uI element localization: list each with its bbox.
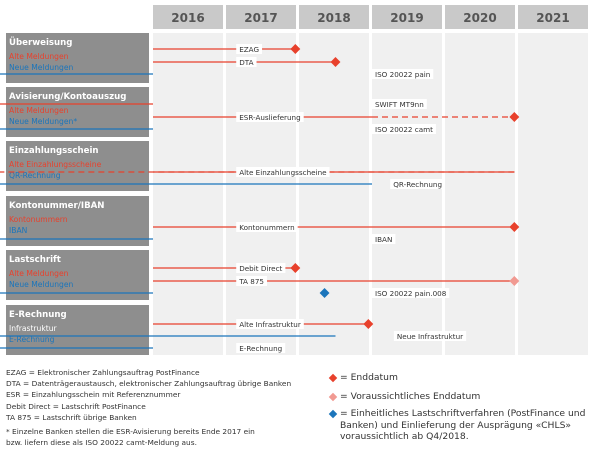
end-date-marker [290, 263, 301, 273]
year-header-2017 [226, 5, 296, 29]
year-header-2021 [518, 5, 588, 29]
section-label-block [6, 33, 149, 83]
bar-label: Kontonummern [239, 223, 294, 232]
section-sublabel: Alte Meldungen [9, 269, 69, 278]
bar-label: TA 875 [238, 277, 264, 286]
year-label-2018: 2018 [317, 11, 350, 25]
bar-label-bg [236, 44, 263, 54]
section-sublabel: Neue Meldungen* [9, 117, 77, 126]
legend-text: = Voraussichtliches Enddatum [340, 391, 481, 402]
end-date-marker [319, 288, 330, 298]
bar-label: Debit Direct [239, 264, 282, 273]
section-sublabel: Kontonummern [9, 215, 68, 224]
year-column-2021 [518, 33, 588, 355]
year-header-2019 [372, 5, 442, 29]
legend-text: = Einheitliches Lastschriftverfahren (Po… [340, 408, 586, 442]
section-sublabel: Alte Meldungen [9, 52, 69, 61]
section-label-block [6, 196, 149, 246]
bar-label-bg [236, 319, 304, 329]
section-title: Lastschrift [9, 255, 61, 265]
year-label-2021: 2021 [536, 11, 569, 25]
end-date-marker [363, 319, 374, 329]
bar-label-bg [236, 112, 304, 122]
bar-label: EZAG [239, 45, 259, 54]
bar-label-bg [372, 124, 436, 134]
bar-label: ISO 20022 camt [375, 125, 433, 134]
section-sublabel: Alte Meldungen [9, 106, 69, 115]
bar-label-bg [372, 288, 450, 298]
bar-label: Alte Infrastruktur [239, 320, 301, 329]
year-label-2020: 2020 [463, 11, 496, 25]
section-label-block [6, 250, 149, 300]
bar-label: SWIFT MT9nn [375, 100, 424, 109]
abbreviation-line: bzw. liefern diese als ISO 20022 camt-Me… [6, 438, 197, 448]
year-column-2019 [372, 33, 442, 355]
bar-label: ISO 20022 pain.008 [375, 289, 447, 298]
year-column-2018 [299, 33, 369, 355]
section-title: Einzahlungsschein [9, 146, 99, 156]
section-title: E-Rechnung [9, 310, 67, 320]
section-label-block [6, 305, 149, 355]
section-sublabel: QR-Rechnung [9, 171, 61, 180]
bar-label-bg [236, 57, 257, 67]
year-header-2016 [153, 5, 223, 29]
abbreviation-line: Debit Direct = Lastschrift PostFinance [6, 401, 146, 411]
bar-label-bg [372, 69, 434, 79]
bar-label: DTA [239, 58, 253, 67]
year-column-2016 [153, 33, 223, 355]
bar-label-bg [236, 263, 286, 273]
year-header-2018 [299, 5, 369, 29]
year-header-2020 [445, 5, 515, 29]
section-sublabel: Neue Meldungen [9, 280, 74, 289]
section-sublabel: Alte Einzahlungsscheine [9, 160, 102, 169]
bar-label: E-Rechnung [239, 344, 282, 353]
bar-label-bg [236, 343, 286, 353]
bar-label: Neue Infrastruktur [397, 332, 463, 341]
year-label-2017: 2017 [244, 11, 277, 25]
section-sublabel: Neue Meldungen [9, 63, 74, 72]
bar-label-bg [372, 234, 396, 244]
year-label-2019: 2019 [390, 11, 423, 25]
abbreviation-line: DTA = Datenträgeraustausch, elektronisch… [6, 379, 292, 389]
section-sublabel: E-Rechnung [9, 335, 55, 344]
year-column-2020 [445, 33, 515, 355]
bar-label: QR-Rechnung [393, 180, 442, 189]
section-label-block [6, 141, 149, 191]
abbreviation-line: ESR = Einzahlungsschein mit Referenznumm… [6, 390, 181, 400]
bar-label: IBAN [375, 235, 392, 244]
abbreviation-line: EZAG = Elektronischer Zahlungsauftrag Po… [6, 368, 200, 377]
section-title: Avisierung/Kontoauszug [9, 92, 126, 102]
abbreviation-line: * Einzelne Banken stellen die ESR-Avisie… [6, 427, 255, 436]
bar-label-bg [393, 331, 467, 341]
section-sublabel: IBAN [9, 226, 27, 235]
bar-label: ISO 20022 pain [375, 70, 430, 79]
bar-label-bg [236, 276, 267, 286]
bar-label-bg [236, 167, 330, 177]
year-label-2016: 2016 [171, 11, 204, 25]
bar-label: Alte Einzahlungsscheine [239, 168, 327, 177]
bar-label: ESR-Auslieferung [239, 113, 300, 122]
bar-label-bg [372, 99, 427, 109]
bar-label-bg [236, 222, 298, 232]
section-sublabel: Infrastruktur [9, 324, 58, 333]
abbreviation-line: TA 875 = Lastschrift übrige Banken [6, 412, 137, 422]
legend-text: = Enddatum [340, 372, 398, 383]
section-title: Kontonummer/IBAN [9, 201, 104, 211]
bar-label-bg [390, 179, 446, 189]
section-title: Überweisung [9, 37, 72, 48]
year-column-2017 [226, 33, 296, 355]
